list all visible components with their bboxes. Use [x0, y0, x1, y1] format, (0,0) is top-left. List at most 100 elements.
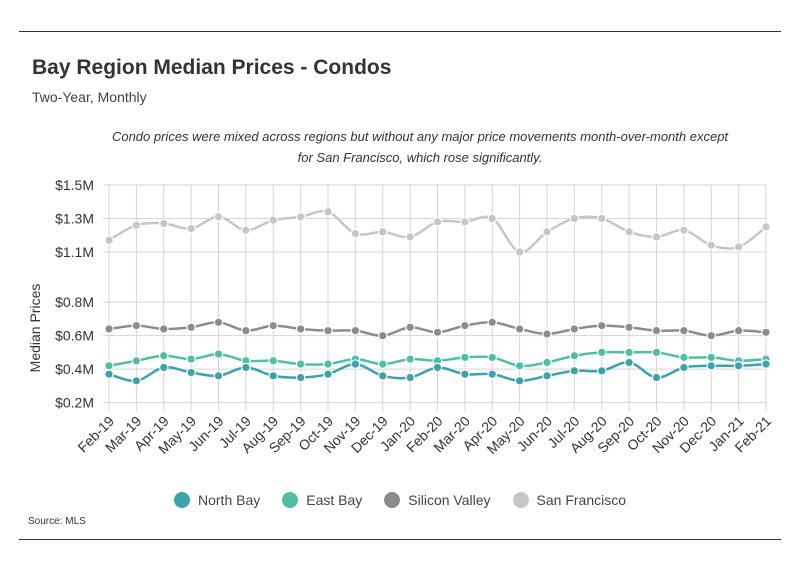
series-2-point-22: [706, 330, 717, 341]
y-axis-title: Median Prices: [27, 284, 43, 373]
y-tick-label-6: $1.5M: [55, 177, 94, 193]
series-2-point-12: [432, 327, 443, 338]
series-1-point-10: [377, 359, 388, 369]
series-2-point-17: [569, 324, 580, 334]
legend-label-0: North Bay: [198, 492, 261, 508]
series-2-point-9: [350, 325, 361, 336]
legend-item-0: North Bay: [174, 492, 260, 508]
series-0-point-2: [158, 362, 169, 373]
series-2-point-18: [596, 320, 607, 331]
series-2-point-13: [460, 320, 470, 331]
series-3-point-5: [241, 225, 251, 235]
series-1-point-14: [487, 352, 498, 363]
series-0-point-23: [733, 360, 744, 371]
series-0-point-15: [514, 376, 525, 386]
series-3-point-3: [186, 223, 196, 234]
series-0-point-9: [350, 359, 361, 369]
y-tick-label-2: $0.6M: [55, 328, 94, 344]
series-3-point-7: [295, 212, 306, 222]
series-2-point-2: [158, 324, 169, 334]
series-2-point-21: [679, 325, 689, 336]
series-3-point-2: [158, 218, 169, 229]
legend-marker-3: [512, 492, 529, 508]
series-2-point-23: [733, 325, 744, 336]
series-3-point-4: [213, 212, 224, 222]
series-1-point-21: [679, 352, 689, 363]
series-0-point-19: [624, 357, 634, 368]
series-3-point-21: [679, 225, 689, 235]
series-3-point-23: [733, 242, 744, 252]
series-3-point-20: [651, 232, 662, 242]
series-3-point-18: [596, 213, 607, 224]
series-0-point-24: [761, 359, 771, 369]
series-0-point-0: [104, 369, 114, 379]
series-3-point-0: [104, 235, 114, 246]
legend-label-1: East Bay: [306, 492, 363, 508]
series-2-point-6: [268, 320, 279, 331]
series-2-point-14: [487, 317, 498, 328]
series-2-point-7: [295, 324, 306, 334]
series-1-point-11: [405, 354, 415, 364]
series-2-point-8: [323, 325, 333, 336]
series-0-point-3: [186, 367, 196, 378]
series-1-point-16: [542, 357, 552, 368]
series-2-point-24: [761, 327, 771, 338]
series-3-point-19: [624, 227, 634, 237]
y-tick-label-0: $0.2M: [55, 395, 94, 411]
series-2-point-4: [213, 317, 224, 328]
series-0-point-1: [131, 376, 142, 386]
series-1-point-8: [323, 359, 333, 369]
chart-legend: North Bay East Bay Silicon Valley San Franc…: [0, 492, 800, 508]
series-0-point-4: [213, 371, 224, 381]
line-chart: $0.2M$0.4M$0.6M$0.8M$1.1M$1.3M$1.5MFeb-1…: [27, 177, 774, 457]
legend-marker-2: [384, 492, 401, 508]
series-1-point-15: [514, 360, 525, 371]
series-1-point-1: [131, 355, 142, 366]
series-3-point-1: [131, 220, 142, 230]
series-3-point-8: [323, 206, 333, 217]
series-1-point-4: [213, 349, 224, 359]
series-3-point-12: [432, 217, 443, 227]
series-2-point-0: [104, 324, 114, 334]
series-0-point-18: [596, 366, 607, 376]
series-3-point-9: [350, 228, 361, 239]
series-0-point-12: [432, 362, 443, 373]
bottom-rule: [19, 539, 781, 540]
series-0-point-16: [542, 371, 552, 381]
series-0-point-17: [569, 366, 580, 376]
series-2-point-11: [405, 322, 415, 333]
series-1-point-2: [158, 350, 169, 361]
legend-item-1: East Bay: [282, 492, 362, 508]
series-3-point-24: [761, 222, 771, 232]
legend-marker-0: [174, 492, 190, 508]
series-3-point-15: [514, 247, 525, 257]
series-0-point-5: [241, 362, 251, 373]
y-tick-label-1: $0.4M: [55, 361, 94, 377]
chart-annotation: Condo prices were mixed across regions b…: [110, 126, 730, 168]
series-2-point-5: [241, 325, 251, 336]
y-tick-label-5: $1.3M: [55, 210, 94, 226]
series-1-point-22: [706, 352, 717, 363]
series-1-point-3: [186, 354, 196, 364]
series-0-point-6: [268, 371, 279, 381]
series-2-point-19: [624, 322, 634, 333]
series-0-point-21: [679, 362, 689, 373]
legend-label-3: San Francisco: [536, 492, 626, 508]
y-tick-label-4: $1.1M: [55, 244, 94, 260]
series-2-point-3: [186, 322, 196, 333]
series-0-point-7: [295, 372, 306, 383]
series-3-point-16: [542, 227, 552, 237]
series-0-point-8: [323, 369, 333, 379]
series-1-point-18: [596, 347, 607, 358]
series-0-point-13: [460, 369, 470, 379]
series-2-point-10: [377, 330, 388, 341]
series-1-point-6: [268, 355, 279, 366]
legend-item-2: Silicon Valley: [384, 492, 491, 508]
series-3-point-10: [377, 227, 388, 237]
series-1-point-20: [651, 347, 662, 358]
source-note: Source: MLS: [28, 516, 86, 527]
series-0-point-10: [377, 371, 388, 381]
annotation-line-2: for San Francisco, which rose significan…: [297, 150, 543, 165]
legend-label-2: Silicon Valley: [408, 492, 491, 508]
legend-marker-1: [282, 492, 299, 508]
